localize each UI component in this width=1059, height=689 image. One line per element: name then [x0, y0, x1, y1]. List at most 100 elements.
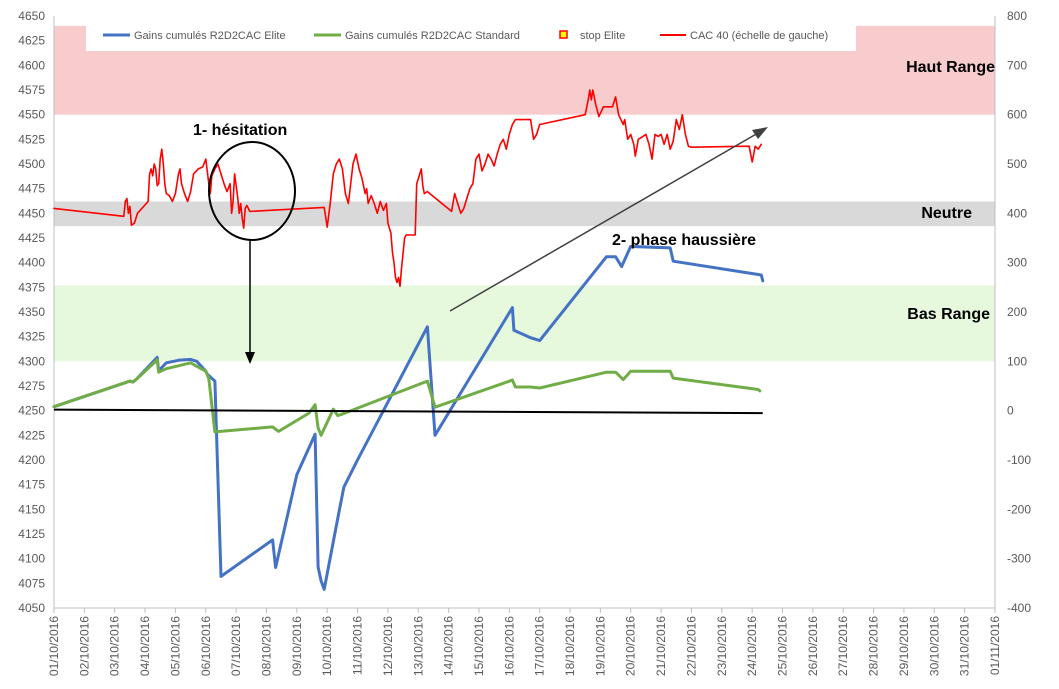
y-right-tick-label: 400	[1007, 206, 1027, 220]
y-left-tick-label: 4400	[18, 256, 45, 270]
annotation-hesitation: 1- hésitation	[193, 122, 287, 139]
y-left-tick-label: 4575	[18, 83, 45, 97]
y-right-tick-label: 300	[1007, 256, 1027, 270]
series-line-standard	[52, 358, 762, 437]
y-left-tick-label: 4225	[18, 428, 45, 442]
zero-reference-line	[53, 408, 763, 415]
y-left-tick-label: 4475	[18, 182, 45, 196]
plot-area	[53, 16, 996, 609]
x-tick-label: 04/10/2016	[138, 616, 152, 676]
x-tick-label: 08/10/2016	[259, 616, 273, 676]
y-left-tick-label: 4250	[18, 404, 45, 418]
y-left-tick-label: 4175	[18, 478, 45, 492]
legend-stop-swatch	[559, 30, 568, 39]
y-left-tick-label: 4050	[18, 601, 45, 615]
y-right-tick-label: 700	[1007, 58, 1027, 72]
y-left-tick-label: 4100	[18, 552, 45, 566]
x-tick-label: 19/10/2016	[593, 616, 607, 676]
y-left-tick-label: 4350	[18, 305, 45, 319]
range-bands	[54, 25, 995, 362]
y-left-tick-label: 4500	[18, 157, 45, 171]
y-right-tick-label: 800	[1007, 9, 1027, 23]
y-right-tick-label: -400	[1007, 601, 1031, 615]
x-tick-label: 06/10/2016	[199, 616, 213, 676]
y-left-tick-label: 4625	[18, 34, 45, 48]
x-tick-label: 03/10/2016	[108, 616, 122, 676]
legend-stop-label: stop Elite	[580, 30, 625, 42]
y-left-tick-label: 4275	[18, 379, 45, 393]
phase-arrowhead	[752, 127, 768, 139]
phase-arrow	[449, 132, 759, 312]
x-tick-label: 25/10/2016	[776, 616, 790, 676]
x-tick-label: 21/10/2016	[654, 616, 668, 676]
hesitation-circle	[208, 141, 296, 241]
x-tick-label: 02/10/2016	[77, 616, 91, 676]
x-tick-label: 29/10/2016	[897, 616, 911, 676]
hesitation-arrowhead	[245, 352, 255, 364]
band-label-haut-range: Haut Range	[906, 59, 995, 76]
x-tick-label: 23/10/2016	[715, 616, 729, 676]
x-tick-label: 05/10/2016	[168, 616, 182, 676]
x-tick-label: 31/10/2016	[958, 616, 972, 676]
y-right-tick-label: -100	[1007, 453, 1031, 467]
y-left-tick-label: 4550	[18, 108, 45, 122]
y-left-tick-label: 4075	[18, 576, 45, 590]
x-tick-label: 15/10/2016	[472, 616, 486, 676]
y-left-tick-label: 4425	[18, 231, 45, 245]
y-right-tick-label: 0	[1007, 404, 1014, 418]
y-left-tick-label: 4525	[18, 132, 45, 146]
band-2	[54, 285, 995, 362]
band-label-neutre: Neutre	[921, 205, 972, 222]
x-tick-label: 11/10/2016	[351, 616, 365, 675]
y-right-tick-label: -300	[1007, 552, 1031, 566]
y-left-tick-label: 4200	[18, 453, 45, 467]
series-layer	[52, 89, 765, 591]
y-axis-left: 4050 4075 4100 4125 4150 4175 4200 4225 4250 4275…	[18, 9, 45, 615]
x-tick-label: 26/10/2016	[806, 616, 820, 676]
y-left-tick-label: 4325	[18, 330, 45, 344]
legend: Gains cumulés R2D2CAC Elite Gains cumulé…	[86, 20, 856, 51]
y-right-tick-label: 500	[1007, 157, 1027, 171]
x-tick-label: 09/10/2016	[290, 616, 304, 676]
x-tick-label: 16/10/2016	[502, 616, 516, 676]
y-left-tick-label: 4300	[18, 354, 45, 368]
x-tick-label: 17/10/2016	[533, 616, 547, 676]
y-left-tick-label: 4650	[18, 9, 45, 23]
y-right-tick-label: 200	[1007, 305, 1027, 319]
x-tick-label: 27/10/2016	[836, 616, 850, 676]
legend-cac-label: CAC 40 (échelle de gauche)	[690, 30, 828, 42]
y-left-tick-label: 4600	[18, 58, 45, 72]
band-label-bas-range: Bas Range	[907, 306, 990, 323]
x-tick-label: 10/10/2016	[320, 616, 334, 676]
series-line-elite	[52, 244, 765, 591]
y-left-tick-label: 4125	[18, 527, 45, 541]
x-tick-label: 18/10/2016	[563, 616, 577, 676]
x-tick-label: 30/10/2016	[927, 616, 941, 676]
legend-elite-label: Gains cumulés R2D2CAC Elite	[134, 30, 286, 42]
y-right-tick-label: 100	[1007, 354, 1027, 368]
y-left-tick-label: 4375	[18, 280, 45, 294]
x-tick-label: 14/10/2016	[442, 616, 456, 676]
band-labels: Haut Range Neutre Bas Range	[906, 59, 995, 323]
annotation-phase-haussiere: 2- phase haussière	[612, 232, 756, 249]
x-tick-label: 24/10/2016	[745, 616, 759, 676]
series-line-cac40	[53, 89, 763, 288]
y-left-tick-label: 4150	[18, 502, 45, 516]
legend-standard-label: Gains cumulés R2D2CAC Standard	[345, 30, 520, 42]
x-tick-label: 22/10/2016	[684, 616, 698, 676]
x-tick-label: 20/10/2016	[624, 616, 638, 676]
x-tick-label: 13/10/2016	[411, 616, 425, 676]
annotations: 1- hésitation 2- phase haussière	[193, 122, 768, 364]
x-tick-label: 12/10/2016	[381, 616, 395, 676]
y-right-tick-label: 600	[1007, 108, 1027, 122]
y-left-tick-label: 4450	[18, 206, 45, 220]
x-tick-label: 28/10/2016	[867, 616, 881, 676]
x-axis: 01/10/2016 02/10/2016 03/10/2016 04/10/2016…	[47, 608, 1002, 676]
x-tick-label: 01/11/2016	[988, 616, 1002, 675]
x-tick-label: 07/10/2016	[229, 616, 243, 676]
legend-box	[86, 20, 856, 51]
band-1	[54, 201, 995, 227]
y-right-tick-label: -200	[1007, 502, 1031, 516]
x-tick-label: 01/10/2016	[47, 616, 61, 676]
